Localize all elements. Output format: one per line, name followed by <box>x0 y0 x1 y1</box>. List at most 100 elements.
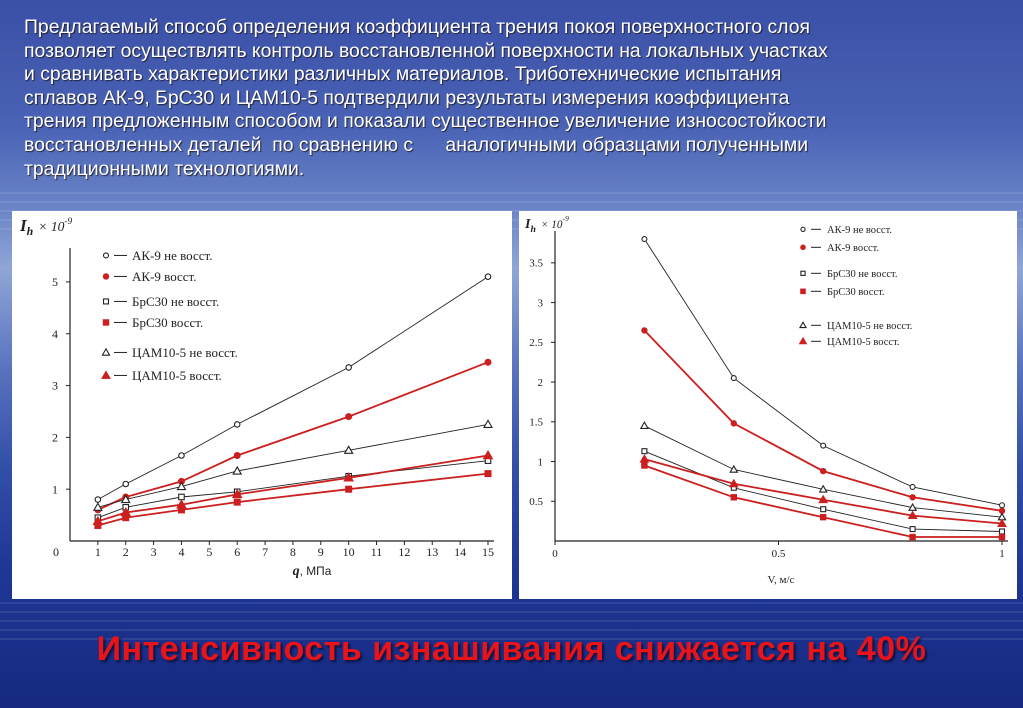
series-marker <box>92 515 104 526</box>
x-tick-label: 0.5 <box>772 548 786 560</box>
series-marker <box>998 502 1006 509</box>
series-marker <box>176 481 187 491</box>
series-marker <box>909 483 916 490</box>
x-tick-label: 1 <box>95 545 101 559</box>
x-tick-label: 1 <box>999 548 1005 560</box>
y-axis-label-scale: × 10 <box>38 219 64 234</box>
series-marker <box>997 518 1007 527</box>
x-tick-label: 8 <box>290 545 296 559</box>
y-axis-label-sub: h <box>530 224 535 235</box>
series-marker <box>120 507 132 517</box>
series-marker <box>345 485 353 493</box>
y-tick-label: 1 <box>538 456 544 468</box>
x-axis-label-unit: , МПа <box>300 564 332 578</box>
series-marker <box>798 336 808 345</box>
series-marker <box>176 499 187 509</box>
series-marker <box>907 510 918 519</box>
x-tick-label: 0 <box>552 548 558 560</box>
series-marker <box>483 419 493 428</box>
x-tick-label: 4 <box>178 545 184 559</box>
x-axis-label-symbol: q <box>293 564 300 579</box>
paragraph-line: Предлагаемый способ определения коэффици… <box>24 16 810 38</box>
description-paragraph: Предлагаемый способ определения коэффици… <box>24 16 1002 181</box>
series-marker <box>641 448 648 455</box>
y-tick-label: 3 <box>52 379 58 393</box>
series-marker <box>820 506 827 513</box>
series-line <box>97 361 489 511</box>
x-tick-label: 9 <box>318 545 324 559</box>
series-line <box>97 454 489 523</box>
wear-vs-speed-chart: 0 0.5 10.511.522.533.5Ih × 10-9V, м/сАК-9 н… <box>524 214 1008 586</box>
series-marker <box>102 298 110 305</box>
series-marker <box>820 467 827 475</box>
series-marker <box>120 494 131 504</box>
x-axis-label: V, м/с <box>768 574 795 586</box>
y-tick-label: 2 <box>538 377 544 389</box>
legend-label: БрС30 восст. <box>132 315 203 330</box>
series-marker <box>641 327 648 334</box>
paragraph-line: восстановленных деталей по сравнению с а… <box>24 133 809 156</box>
x-tick-label: 0 <box>53 545 59 559</box>
series-marker <box>231 488 243 499</box>
series-line <box>97 276 489 500</box>
paragraph-line: трения предложенным способом и показали … <box>24 110 827 133</box>
x-tick-label: 14 <box>454 545 466 559</box>
x-tick-label: 11 <box>371 545 383 559</box>
x-axis-label: q, МПа <box>293 564 332 579</box>
x-tick-label: 3 <box>151 545 157 559</box>
series-marker <box>484 358 492 366</box>
legend-label: ЦАМ10-5 восст. <box>827 337 900 348</box>
legend-label: БрС30 не восст. <box>132 294 219 309</box>
series-marker <box>799 321 807 329</box>
y-tick-label: 2 <box>52 431 58 445</box>
series-marker <box>820 513 827 521</box>
legend-label: БрС30 не восст. <box>827 269 897 280</box>
series-marker <box>998 533 1006 541</box>
series-line <box>97 423 489 508</box>
series-marker <box>800 288 806 295</box>
series-marker <box>818 484 828 493</box>
series-marker <box>641 462 648 469</box>
y-tick-label: 3 <box>538 297 544 309</box>
paragraph-line: традиционными технологиями. <box>24 157 305 180</box>
y-tick-label: 2.5 <box>529 337 543 349</box>
series-marker <box>102 319 110 326</box>
y-axis-label: Ih × 10-9 <box>19 216 73 238</box>
series-marker <box>233 498 241 506</box>
series-marker <box>102 273 110 280</box>
paragraph-line: сплавов АК-9, БрС30 и ЦАМ10-5 подтвердил… <box>24 86 790 109</box>
chart-left-panel: 0 1 2 3 4 5 6 7 8 9 10 11 12 13 14 15 1 2 3 4 5 Ih × 10-9 q, МП… <box>12 211 512 599</box>
series-marker <box>101 347 111 356</box>
series-marker <box>94 496 102 503</box>
paragraph-line: позволяет осуществлять контроль восстано… <box>24 39 828 62</box>
y-axis-label-exp: -9 <box>562 214 569 223</box>
y-tick-label: 5 <box>52 275 58 289</box>
series-marker <box>909 526 916 533</box>
y-tick-label: 1.5 <box>529 417 543 429</box>
series-marker <box>820 442 827 449</box>
y-axis-label: Ih × 10-9 <box>524 214 569 235</box>
series-marker <box>345 413 353 421</box>
series-marker <box>800 244 806 251</box>
series-marker <box>909 494 916 501</box>
series-marker <box>484 470 492 478</box>
series-marker <box>800 270 806 276</box>
paragraph-line: и сравнивать характеристики различных ма… <box>24 63 782 86</box>
series-marker <box>998 528 1006 535</box>
x-tick-label: 7 <box>262 545 268 559</box>
x-tick-label: 6 <box>234 545 240 559</box>
legend-label: АК-9 восст. <box>132 269 197 284</box>
series-marker <box>730 420 738 427</box>
legend-label: ЦАМ10-5 не восст. <box>132 345 238 360</box>
series-marker <box>730 494 738 501</box>
x-tick-label: 15 <box>482 545 494 559</box>
series-marker <box>343 445 354 454</box>
y-tick-label: 4 <box>52 327 58 341</box>
x-tick-label: 10 <box>343 545 355 559</box>
y-axis-label-exp: -9 <box>64 217 72 227</box>
series-line <box>97 472 489 527</box>
legend-label: ЦАМ10-5 не восст. <box>827 321 912 332</box>
series-marker <box>909 533 916 541</box>
series-marker <box>343 472 355 482</box>
